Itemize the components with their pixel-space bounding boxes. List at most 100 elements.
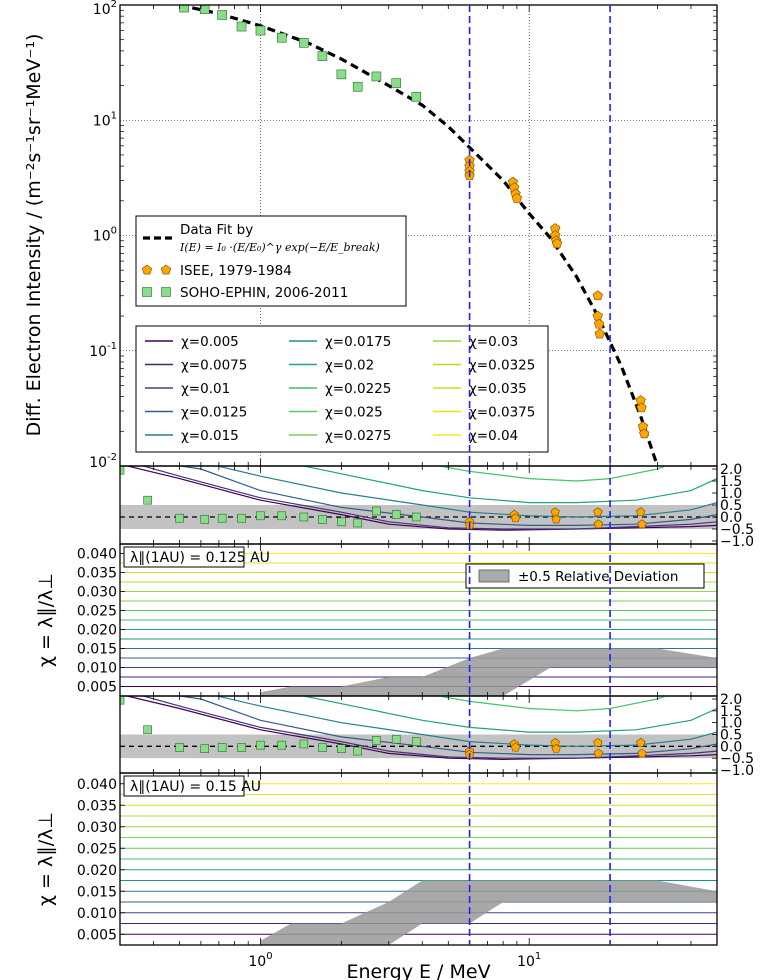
ephin-deviation-point xyxy=(277,740,287,750)
chi-model-curve xyxy=(300,466,717,504)
chi-model-curve xyxy=(300,696,717,733)
ephin-deviation-point xyxy=(277,511,287,521)
ephin-deviation-point xyxy=(237,743,246,752)
isee-point xyxy=(593,318,605,329)
ephin-deviation-point xyxy=(353,746,362,756)
chi-legend-label: χ=0.0225 xyxy=(325,381,391,397)
deviation-panel-0125 xyxy=(120,466,717,531)
x-axis-label: Energy E / MeV xyxy=(346,961,490,980)
chi-model-curve xyxy=(141,696,717,759)
annotation-text: λ∥(1AU) = 0.15 AU xyxy=(130,779,261,795)
isee-point xyxy=(594,328,605,339)
ephin-deviation-point xyxy=(337,744,346,754)
soho-ephin-point xyxy=(299,37,309,48)
fit-curve xyxy=(179,5,659,466)
chi-tick-label: 0.010 xyxy=(77,906,117,922)
soho-ephin-point xyxy=(217,10,227,20)
chi-legend-label: χ=0.03 xyxy=(469,334,518,350)
ephin-deviation-point xyxy=(256,511,265,521)
deviation-tick-label: −1.0 xyxy=(720,534,754,550)
deviation-tick-label: 1.5 xyxy=(720,474,742,490)
isee-deviation-point xyxy=(510,513,521,523)
chi-tick-label: 0.020 xyxy=(77,623,117,639)
deviation-tick-label: −1.0 xyxy=(720,763,754,779)
chi-legend-label: χ=0.0325 xyxy=(469,358,535,374)
ephin-deviation-point xyxy=(299,739,309,749)
legend-soho-marker xyxy=(161,287,171,297)
soho-ephin-point xyxy=(371,71,382,82)
isee-deviation-point xyxy=(593,748,604,758)
isee-deviation-point xyxy=(637,519,647,529)
chi-tick-label: 0.015 xyxy=(77,642,117,658)
ephin-deviation-point xyxy=(175,743,184,752)
chi-model-curve xyxy=(124,466,717,531)
isee-deviation-point xyxy=(551,743,561,753)
isee-point xyxy=(551,238,563,249)
panels: 102 101 100 10-1 10-2 Diff. Electron Intensit… xyxy=(23,0,754,980)
chi-panel-0125 xyxy=(120,552,717,696)
chi-legend-box xyxy=(135,325,549,453)
legend-fit-formula: I(E) = I₀ ·(E/E₀)^γ exp(−E/E_break) xyxy=(179,241,380,254)
ephin-deviation-point xyxy=(120,696,125,705)
chi-tick-label: 0.005 xyxy=(77,680,117,696)
ephin-deviation-point xyxy=(372,736,381,745)
chi-panel-015-frame xyxy=(119,772,718,946)
soho-ephin-point xyxy=(236,21,247,32)
chi-legend-label: χ=0.0075 xyxy=(181,358,247,374)
soho-ephin-point xyxy=(391,78,402,88)
isee-deviation-point xyxy=(510,742,521,752)
ephin-deviation-point xyxy=(411,737,421,746)
spectrum-legend: Data Fit by I(E) = I₀ ·(E/E₀)^γ exp(−E/E_… xyxy=(135,215,407,307)
chi-legend-label: χ=0.015 xyxy=(181,428,239,444)
isee-deviation-point xyxy=(637,748,647,758)
soho-ephin-point xyxy=(352,82,363,92)
ephin-deviation-point xyxy=(143,725,152,735)
deviation-legend: ±0.5 Relative Deviation xyxy=(465,563,705,589)
ephin-deviation-point xyxy=(237,513,246,523)
chi-tick-label: 0.035 xyxy=(77,566,117,582)
soho-ephin-point xyxy=(255,25,266,36)
deviation-tick-label: 2.0 xyxy=(720,462,742,478)
chi-legend: χ=0.005 χ=0.0075 χ=0.01 χ=0.0125 χ=0.015 χ=0.… xyxy=(135,325,549,453)
deviation-tick-label: 0.0 xyxy=(720,510,742,526)
deviation-tick-label: 2.0 xyxy=(720,692,742,708)
chi-legend-label: χ=0.0375 xyxy=(469,405,535,421)
ephin-deviation-point xyxy=(353,518,362,528)
chi-legend-label: χ=0.02 xyxy=(325,358,374,374)
ephin-deviation-point xyxy=(391,734,401,744)
isee-point xyxy=(636,402,647,413)
chi-model-curve xyxy=(214,696,717,747)
y-tick-label: 100 xyxy=(93,226,117,245)
y-tick-label: 10-2 xyxy=(89,452,117,471)
chi-legend-label: χ=0.005 xyxy=(181,334,239,350)
y-tick-label: 102 xyxy=(93,0,117,18)
chi-tick-label: 0.040 xyxy=(77,777,117,793)
chi-legend-label: χ=0.035 xyxy=(469,381,527,397)
ephin-deviation-point xyxy=(120,466,125,475)
deviation-panel-015 xyxy=(120,696,717,761)
deviation-legend-swatch xyxy=(478,569,510,583)
legend-soho-label: SOHO-EPHIN, 2006-2011 xyxy=(180,285,348,301)
chi-panel-015 xyxy=(120,783,717,945)
chi-tick-label: 0.040 xyxy=(77,547,117,563)
chi-valid-band xyxy=(260,648,717,696)
chi-legend-label: χ=0.0275 xyxy=(325,428,391,444)
chi-tick-label: 0.015 xyxy=(77,884,117,900)
chi-tick-label: 0.010 xyxy=(77,661,117,677)
soho-ephin-point xyxy=(276,32,287,43)
ephin-deviation-point xyxy=(318,743,327,752)
x-tick-label: 100 xyxy=(248,951,272,970)
deviation-tick-label: −0.5 xyxy=(720,751,754,767)
isee-deviation-point xyxy=(635,737,646,747)
chi-valid-band xyxy=(260,880,717,945)
chi-tick-label: 0.025 xyxy=(77,841,117,857)
ephin-deviation-point xyxy=(411,512,421,522)
legend-soho-marker xyxy=(142,287,152,297)
y-tick-label: 101 xyxy=(93,110,117,129)
ephin-deviation-point xyxy=(143,495,152,505)
chi-tick-label: 0.020 xyxy=(77,863,117,879)
annotation-box xyxy=(123,775,245,797)
legend-fit-label: Data Fit by xyxy=(180,222,253,238)
ephin-deviation-point xyxy=(372,506,381,516)
deviation-tick-label: 1.0 xyxy=(720,716,742,732)
